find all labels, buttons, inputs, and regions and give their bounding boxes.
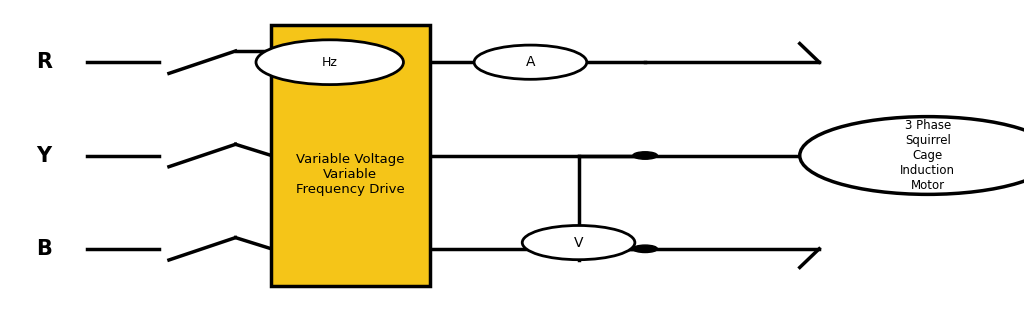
Circle shape xyxy=(800,117,1024,194)
Circle shape xyxy=(633,245,657,253)
Text: Variable Voltage
Variable
Frequency Drive: Variable Voltage Variable Frequency Driv… xyxy=(296,153,404,196)
Circle shape xyxy=(256,40,403,85)
Text: V: V xyxy=(573,235,584,250)
Text: R: R xyxy=(36,52,52,72)
Text: Y: Y xyxy=(36,146,51,165)
Circle shape xyxy=(522,225,635,260)
Bar xyxy=(271,25,430,286)
Text: Hz: Hz xyxy=(322,56,338,69)
Text: B: B xyxy=(36,239,52,259)
Text: A: A xyxy=(525,55,536,69)
Circle shape xyxy=(474,45,587,79)
Circle shape xyxy=(633,152,657,159)
Text: 3 Phase
Squirrel
Cage
Induction
Motor: 3 Phase Squirrel Cage Induction Motor xyxy=(900,119,955,192)
